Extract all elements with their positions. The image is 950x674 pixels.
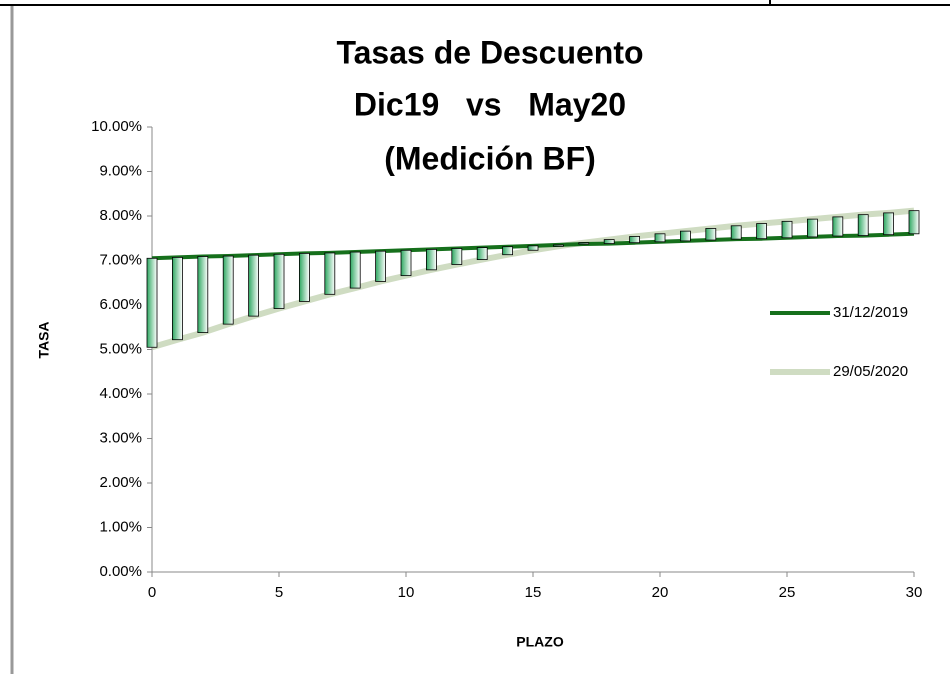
y-tick-label: 10.00%: [91, 118, 142, 135]
up-down-bar: [553, 244, 564, 247]
up-down-bar: [908, 210, 920, 235]
x-tick-label: 15: [525, 584, 542, 601]
up-down-bar: [654, 233, 666, 243]
y-tick-label: 3.00%: [99, 429, 142, 446]
chart-title: (Medición BF): [384, 140, 596, 176]
up-down-bar: [730, 225, 742, 240]
up-down-bar: [756, 223, 767, 240]
up-down-bar: [502, 246, 514, 256]
y-tick-label: 6.00%: [99, 296, 142, 313]
up-down-bar: [171, 256, 183, 341]
up-down-bar: [832, 216, 844, 237]
up-down-bar: [705, 228, 717, 241]
up-down-bar: [324, 252, 336, 295]
y-tick-label: 8.00%: [99, 207, 142, 224]
up-down-bar: [298, 252, 310, 302]
x-tick-label: 25: [779, 584, 796, 601]
x-tick-label: 30: [906, 584, 923, 601]
series-line: [151, 207, 915, 351]
chart-title: Dic19 vs May20: [354, 86, 626, 122]
up-down-bar: [248, 254, 260, 317]
up-down-bar: [197, 256, 209, 333]
y-tick-label: 1.00%: [99, 518, 142, 535]
x-tick-label: 20: [652, 584, 669, 601]
y-tick-label: 7.00%: [99, 251, 142, 268]
up-down-bar: [807, 218, 818, 238]
y-tick-label: 0.00%: [99, 563, 142, 580]
up-down-bar: [527, 245, 539, 251]
up-down-bar: [349, 251, 361, 289]
x-axis-title: PLAZO: [516, 634, 564, 650]
x-tick-label: 5: [275, 584, 283, 601]
y-tick-label: 5.00%: [99, 340, 142, 357]
up-down-bar: [146, 257, 158, 348]
up-down-bar: [476, 247, 488, 261]
up-down-bar: [857, 214, 869, 236]
up-down-bar: [781, 220, 793, 239]
up-down-bar: [883, 212, 894, 236]
chart-title: Tasas de Descuento: [336, 34, 643, 70]
up-down-bar: [222, 255, 234, 325]
up-down-bar: [680, 230, 691, 242]
up-down-bar: [578, 242, 590, 245]
y-tick-label: 4.00%: [99, 385, 142, 402]
legend-label: 31/12/2019: [833, 304, 908, 321]
x-tick-label: 10: [398, 584, 415, 601]
up-down-bar: [603, 239, 615, 244]
up-down-bar: [375, 250, 387, 282]
y-axis-title: TASA: [36, 321, 52, 358]
y-tick-label: 2.00%: [99, 474, 142, 491]
up-down-bar: [451, 248, 463, 265]
up-down-bar: [273, 253, 285, 309]
up-down-bar: [425, 248, 437, 271]
legend-label: 29/05/2020: [833, 363, 908, 380]
x-tick-label: 0: [148, 584, 156, 601]
y-tick-label: 9.00%: [99, 162, 142, 179]
up-down-bar: [400, 249, 412, 277]
up-down-bar: [629, 236, 640, 244]
